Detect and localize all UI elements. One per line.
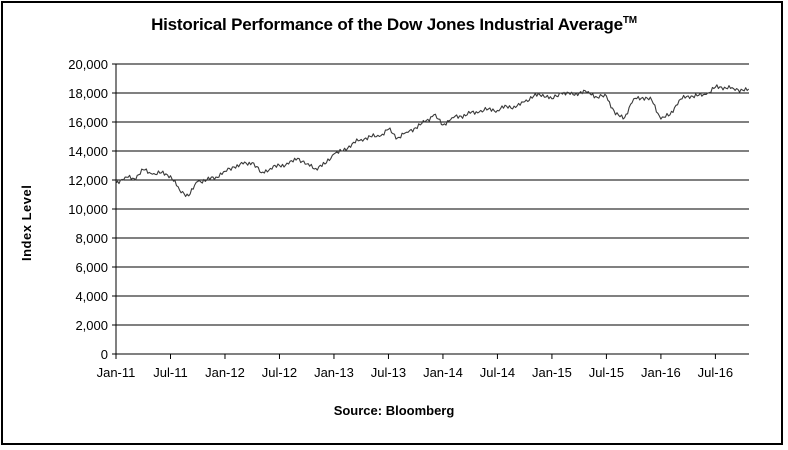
axes <box>112 63 749 359</box>
x-tick-label: Jul-12 <box>262 365 297 380</box>
x-tick-label: Jan-15 <box>532 365 572 380</box>
y-tick-label: 20,000 <box>68 57 108 72</box>
y-tick-label: 0 <box>101 347 108 362</box>
y-tick-label: 6,000 <box>75 260 108 275</box>
y-tick-label: 8,000 <box>75 231 108 246</box>
x-tick-label: Jan-14 <box>423 365 463 380</box>
y-tick-label: 14,000 <box>68 144 108 159</box>
x-tick-label: Jul-11 <box>153 365 187 380</box>
x-tick-label: Jan-13 <box>314 365 354 380</box>
y-tick-label: 12,000 <box>68 173 108 188</box>
x-tick-labels: Jan-11 Jul-11 Jan-12 Jul-12 Jan-13 Jul-13 Jan-… <box>97 365 734 380</box>
x-tick-label: Jul-14 <box>480 365 515 380</box>
y-tick-label: 10,000 <box>68 202 108 217</box>
x-tick-label: Jul-16 <box>698 365 733 380</box>
x-tick-label: Jan-11 <box>97 365 136 380</box>
y-tick-labels: 0 2,000 4,000 6,000 8,000 10,000 12,000 14,000 1… <box>68 57 108 362</box>
chart-frame: Historical Performance of the Dow Jones … <box>1 1 783 445</box>
series-group <box>115 84 750 198</box>
x-tick-label: Jan-12 <box>205 365 245 380</box>
chart-title-text: Historical Performance of the Dow Jones … <box>151 15 623 34</box>
series-line-0 <box>115 84 750 198</box>
x-tick-label: Jul-15 <box>589 365 624 380</box>
trademark-mark: TM <box>622 15 637 26</box>
x-tick-label: Jan-16 <box>641 365 681 380</box>
y-tick-label: 18,000 <box>68 86 108 101</box>
gridlines <box>116 63 749 326</box>
y-tick-label: 2,000 <box>75 318 108 333</box>
source-note: Source: Bloomberg <box>333 403 455 418</box>
x-tick-label: Jul-13 <box>371 365 406 380</box>
chart-title: Historical Performance of the Dow Jones … <box>3 15 785 35</box>
y-tick-label: 16,000 <box>68 115 108 130</box>
y-tick-label: 4,000 <box>75 289 108 304</box>
